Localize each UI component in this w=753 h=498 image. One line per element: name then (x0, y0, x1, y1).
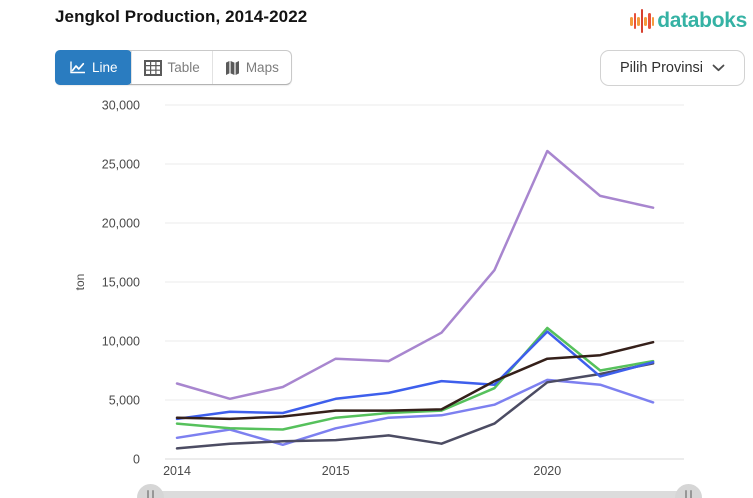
page-title: Jengkol Production, 2014-2022 (55, 7, 308, 26)
y-tick-label: 5,000 (109, 394, 140, 408)
table-icon (143, 59, 162, 76)
line-chart: 0 5,000 10,000 15,000 20,000 25,000 30,000 2014… (73, 99, 684, 478)
line-blue (175, 330, 655, 421)
x-tick-label: 2020 (533, 464, 561, 478)
tab-table[interactable]: Table (130, 51, 212, 84)
y-tick-label: 20,000 (102, 217, 140, 231)
y-tick-label: 15,000 (102, 276, 140, 290)
y-tick-label: 25,000 (102, 158, 140, 172)
line-dark-brown (175, 340, 655, 421)
y-axis-title: ton (73, 274, 87, 291)
tab-maps[interactable]: Maps (211, 51, 291, 84)
tab-line-label: Line (92, 60, 118, 75)
x-tick-label: 2015 (322, 464, 350, 478)
x-tick-label: 2014 (163, 464, 191, 478)
y-tick-label: 30,000 (102, 99, 140, 113)
province-dropdown[interactable]: Pilih Provinsi (600, 50, 745, 86)
slider-handle-right[interactable] (675, 484, 702, 498)
slider-handle-left[interactable] (137, 484, 164, 498)
databoks-bars-icon (630, 7, 655, 35)
databoks-logo[interactable]: databoks (630, 7, 747, 35)
line-periwinkle (175, 378, 655, 447)
province-dropdown-label: Pilih Provinsi (620, 60, 703, 76)
slider-track[interactable] (150, 491, 688, 498)
chevron-down-icon (712, 64, 725, 72)
line-chart-icon (69, 60, 86, 75)
databoks-logo-text: databoks (657, 9, 747, 32)
tab-maps-label: Maps (245, 60, 279, 75)
line-purple (175, 149, 655, 401)
line-green (175, 326, 655, 431)
line-slate (175, 362, 655, 450)
maps-icon (225, 60, 240, 76)
y-tick-label: 0 (133, 453, 140, 467)
chart-type-tabs: Line Table Maps (55, 50, 292, 85)
tab-table-label: Table (167, 60, 200, 75)
y-tick-label: 10,000 (102, 335, 140, 349)
tab-line[interactable]: Line (55, 50, 132, 85)
